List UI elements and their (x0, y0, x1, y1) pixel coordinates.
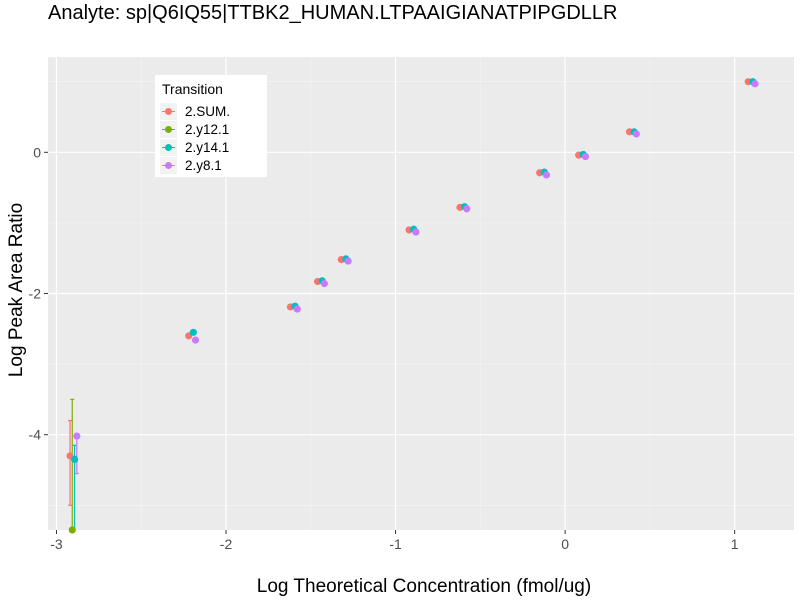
chart-title: Analyte: sp|Q6IQ55|TTBK2_HUMAN.LTPAAIGIA… (48, 2, 618, 24)
legend-label-y14: 2.y14.1 (185, 140, 230, 155)
point-2-y8-1 (320, 280, 328, 288)
point-2-y8-1 (191, 336, 200, 344)
point-2-y12-1 (68, 526, 76, 534)
legend-key-y12 (160, 121, 177, 138)
point-2-y14-1 (71, 455, 79, 464)
legend-item-sum: 2.SUM. (160, 103, 265, 120)
legend-key-sum (160, 103, 177, 120)
point-2-y8-1 (293, 305, 301, 313)
legend-item-y12: 2.y12.1 (160, 121, 265, 138)
data-marks (66, 78, 759, 534)
point-2-y8-1 (412, 228, 420, 236)
axes: -3 -2 -1 0 1 -4 -2 0 (29, 144, 739, 552)
point-2-y8-1 (581, 152, 590, 161)
legend-key-y8 (160, 157, 177, 174)
y-tick-label: -4 (29, 427, 42, 443)
x-tick-label: -1 (389, 536, 402, 552)
legend-label-y12: 2.y12.1 (185, 122, 230, 137)
y-tick-label: -2 (29, 286, 42, 302)
point-2-y8-1 (632, 130, 640, 138)
legend: Transition 2.SUM. 2.y12.1 2.y14.1 2.y8.1 (155, 75, 267, 177)
legend-title: Transition (162, 81, 223, 97)
legend-item-y8: 2.y8.1 (160, 157, 265, 174)
x-tick-label: 0 (561, 536, 569, 552)
y-axis-title: Log Peak Area Ratio (6, 202, 27, 378)
x-tick-label: 1 (731, 536, 739, 552)
point-2-y8-1 (542, 171, 551, 179)
x-tick-label: -3 (50, 536, 63, 552)
point-2-y8-1 (751, 80, 759, 88)
legend-label-sum: 2.SUM. (185, 104, 231, 119)
point-2-y14-1 (189, 328, 197, 336)
legend-key-y14 (160, 139, 177, 156)
point-2-y8-1 (344, 257, 352, 265)
legend-item-y14: 2.y14.1 (160, 139, 265, 156)
x-tick-label: -2 (220, 536, 233, 552)
x-axis-title: Log Theoretical Concentration (fmol/ug) (256, 576, 592, 597)
point-2-y8-1 (73, 432, 81, 440)
legend-label-y8: 2.y8.1 (185, 158, 222, 173)
point-2-y8-1 (463, 205, 471, 213)
y-tick-label: 0 (33, 144, 41, 160)
